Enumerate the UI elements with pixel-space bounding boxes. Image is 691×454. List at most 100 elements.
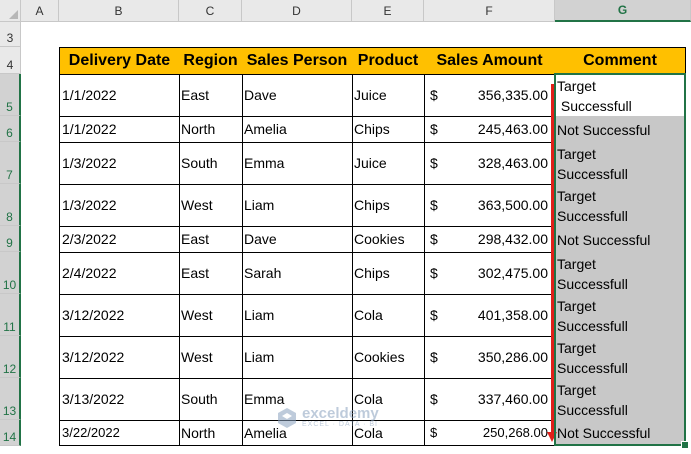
cell-comment[interactable]: Not Successful — [555, 226, 686, 253]
amount-value: 350,286.00 — [477, 349, 548, 365]
column-header-g[interactable]: G — [555, 0, 691, 22]
cell-comment[interactable]: Target Successfull — [555, 142, 686, 185]
cell-sales-amount[interactable]: $328,463.00 — [424, 142, 556, 185]
row-header-7[interactable]: 7 — [0, 142, 21, 184]
cell-comment[interactable]: Target Successfull — [555, 336, 686, 379]
cell-product[interactable]: Juice — [352, 74, 425, 117]
row-header-6[interactable]: 6 — [0, 116, 21, 142]
cell-region[interactable]: West — [179, 294, 243, 337]
cell-sales-person[interactable]: Sarah — [242, 252, 353, 295]
cell-comment[interactable]: Target Successfull — [555, 378, 686, 421]
cell-region[interactable]: South — [179, 378, 243, 421]
cell-product[interactable]: Chips — [352, 116, 425, 143]
row-header-9[interactable]: 9 — [0, 226, 21, 252]
row-header-10[interactable]: 10 — [0, 252, 21, 294]
cell-delivery-date[interactable]: 3/12/2022 — [59, 336, 180, 379]
currency-symbol: $ — [430, 425, 438, 440]
cell-comment[interactable]: Not Successful — [555, 116, 686, 143]
cell-delivery-date[interactable]: 3/13/2022 — [59, 378, 180, 421]
currency-symbol: $ — [430, 121, 438, 137]
cell-region[interactable]: South — [179, 142, 243, 185]
cell-sales-person[interactable]: Emma — [242, 378, 353, 421]
cell-sales-amount[interactable]: $302,475.00 — [424, 252, 556, 295]
row-header-14[interactable]: 14 — [0, 420, 21, 446]
row-header-5[interactable]: 5 — [0, 74, 21, 116]
cell-product[interactable]: Cookies — [352, 226, 425, 253]
amount-value: 298,432.00 — [477, 231, 548, 247]
cell-product[interactable]: Cola — [352, 294, 425, 337]
header-delivery-date[interactable]: Delivery Date — [59, 47, 180, 75]
amount-value: 302,475.00 — [477, 265, 548, 281]
column-header-e[interactable]: E — [352, 0, 424, 22]
row-header-13[interactable]: 13 — [0, 378, 21, 420]
fill-handle[interactable] — [681, 441, 689, 449]
cell-comment[interactable]: Target Successfull — [555, 184, 686, 227]
row-header-3[interactable]: 3 — [0, 22, 21, 47]
cell-product[interactable]: Chips — [352, 252, 425, 295]
row-header-4[interactable]: 4 — [0, 47, 21, 74]
cell-delivery-date[interactable]: 1/3/2022 — [59, 142, 180, 185]
comment-text: Target Successfull — [557, 297, 628, 334]
cell-sales-amount[interactable]: $298,432.00 — [424, 226, 556, 253]
cell-sales-amount[interactable]: $401,358.00 — [424, 294, 556, 337]
column-header-f[interactable]: F — [424, 0, 555, 22]
cell-sales-amount[interactable]: $245,463.00 — [424, 116, 556, 143]
cell-region[interactable]: West — [179, 336, 243, 379]
cell-region[interactable]: North — [179, 116, 243, 143]
comment-text: Not Successful — [557, 425, 651, 441]
cell-delivery-date[interactable]: 3/12/2022 — [59, 294, 180, 337]
cell-product[interactable]: Cola — [352, 378, 425, 421]
cell-delivery-date[interactable]: 1/1/2022 — [59, 74, 180, 117]
row-header-8[interactable]: 8 — [0, 184, 21, 226]
header-region[interactable]: Region — [179, 47, 243, 75]
cell-region[interactable]: East — [179, 252, 243, 295]
comment-text: Target Successfull — [557, 255, 628, 292]
cell-sales-amount[interactable]: $356,335.00 — [424, 74, 556, 117]
cell-delivery-date[interactable]: 1/3/2022 — [59, 184, 180, 227]
cell-sales-person[interactable]: Liam — [242, 294, 353, 337]
cell-sales-person[interactable]: Liam — [242, 184, 353, 227]
cell-sales-amount[interactable]: $250,268.00 — [424, 420, 556, 446]
column-header-c[interactable]: C — [179, 0, 242, 22]
comment-text: Not Successful — [557, 121, 651, 138]
cell-sales-person[interactable]: Dave — [242, 226, 353, 253]
column-header-d[interactable]: D — [242, 0, 352, 22]
cell-product[interactable]: Cola — [352, 420, 425, 446]
select-all-corner[interactable] — [0, 0, 21, 22]
cell-sales-person[interactable]: Emma — [242, 142, 353, 185]
header-comment[interactable]: Comment — [555, 47, 686, 75]
header-sales-amount[interactable]: Sales Amount — [424, 47, 556, 75]
cell-comment[interactable]: Target Successfull — [555, 74, 686, 117]
cell-sales-person[interactable]: Liam — [242, 336, 353, 379]
cell-delivery-date[interactable]: 3/22/2022 — [59, 420, 180, 446]
amount-value: 245,463.00 — [477, 121, 548, 137]
cell-delivery-date[interactable]: 2/4/2022 — [59, 252, 180, 295]
cell-sales-person[interactable]: Dave — [242, 74, 353, 117]
row-header-11[interactable]: 11 — [0, 294, 21, 336]
cell-comment[interactable]: Not Successful — [555, 420, 686, 446]
column-header-b[interactable]: B — [59, 0, 179, 22]
header-sales-person[interactable]: Sales Person — [242, 47, 353, 75]
row-header-12[interactable]: 12 — [0, 336, 21, 378]
header-product[interactable]: Product — [352, 47, 425, 75]
cell-region[interactable]: West — [179, 184, 243, 227]
column-header-a[interactable]: A — [21, 0, 59, 22]
currency-symbol: $ — [430, 265, 438, 281]
cell-region[interactable]: East — [179, 226, 243, 253]
cell-product[interactable]: Cookies — [352, 336, 425, 379]
cell-comment[interactable]: Target Successfull — [555, 252, 686, 295]
down-arrow-shaft — [551, 84, 554, 435]
cell-sales-amount[interactable]: $363,500.00 — [424, 184, 556, 227]
cell-comment[interactable]: Target Successfull — [555, 294, 686, 337]
cell-product[interactable]: Juice — [352, 142, 425, 185]
cell-delivery-date[interactable]: 1/1/2022 — [59, 116, 180, 143]
cell-sales-person[interactable]: Amelia — [242, 116, 353, 143]
cell-sales-person[interactable]: Amelia — [242, 420, 353, 446]
cell-sales-amount[interactable]: $337,460.00 — [424, 378, 556, 421]
cell-region[interactable]: East — [179, 74, 243, 117]
cell-sales-amount[interactable]: $350,286.00 — [424, 336, 556, 379]
cell-product[interactable]: Chips — [352, 184, 425, 227]
cell-delivery-date[interactable]: 2/3/2022 — [59, 226, 180, 253]
cell-region[interactable]: North — [179, 420, 243, 446]
comment-text: Target Successfull — [557, 145, 628, 182]
